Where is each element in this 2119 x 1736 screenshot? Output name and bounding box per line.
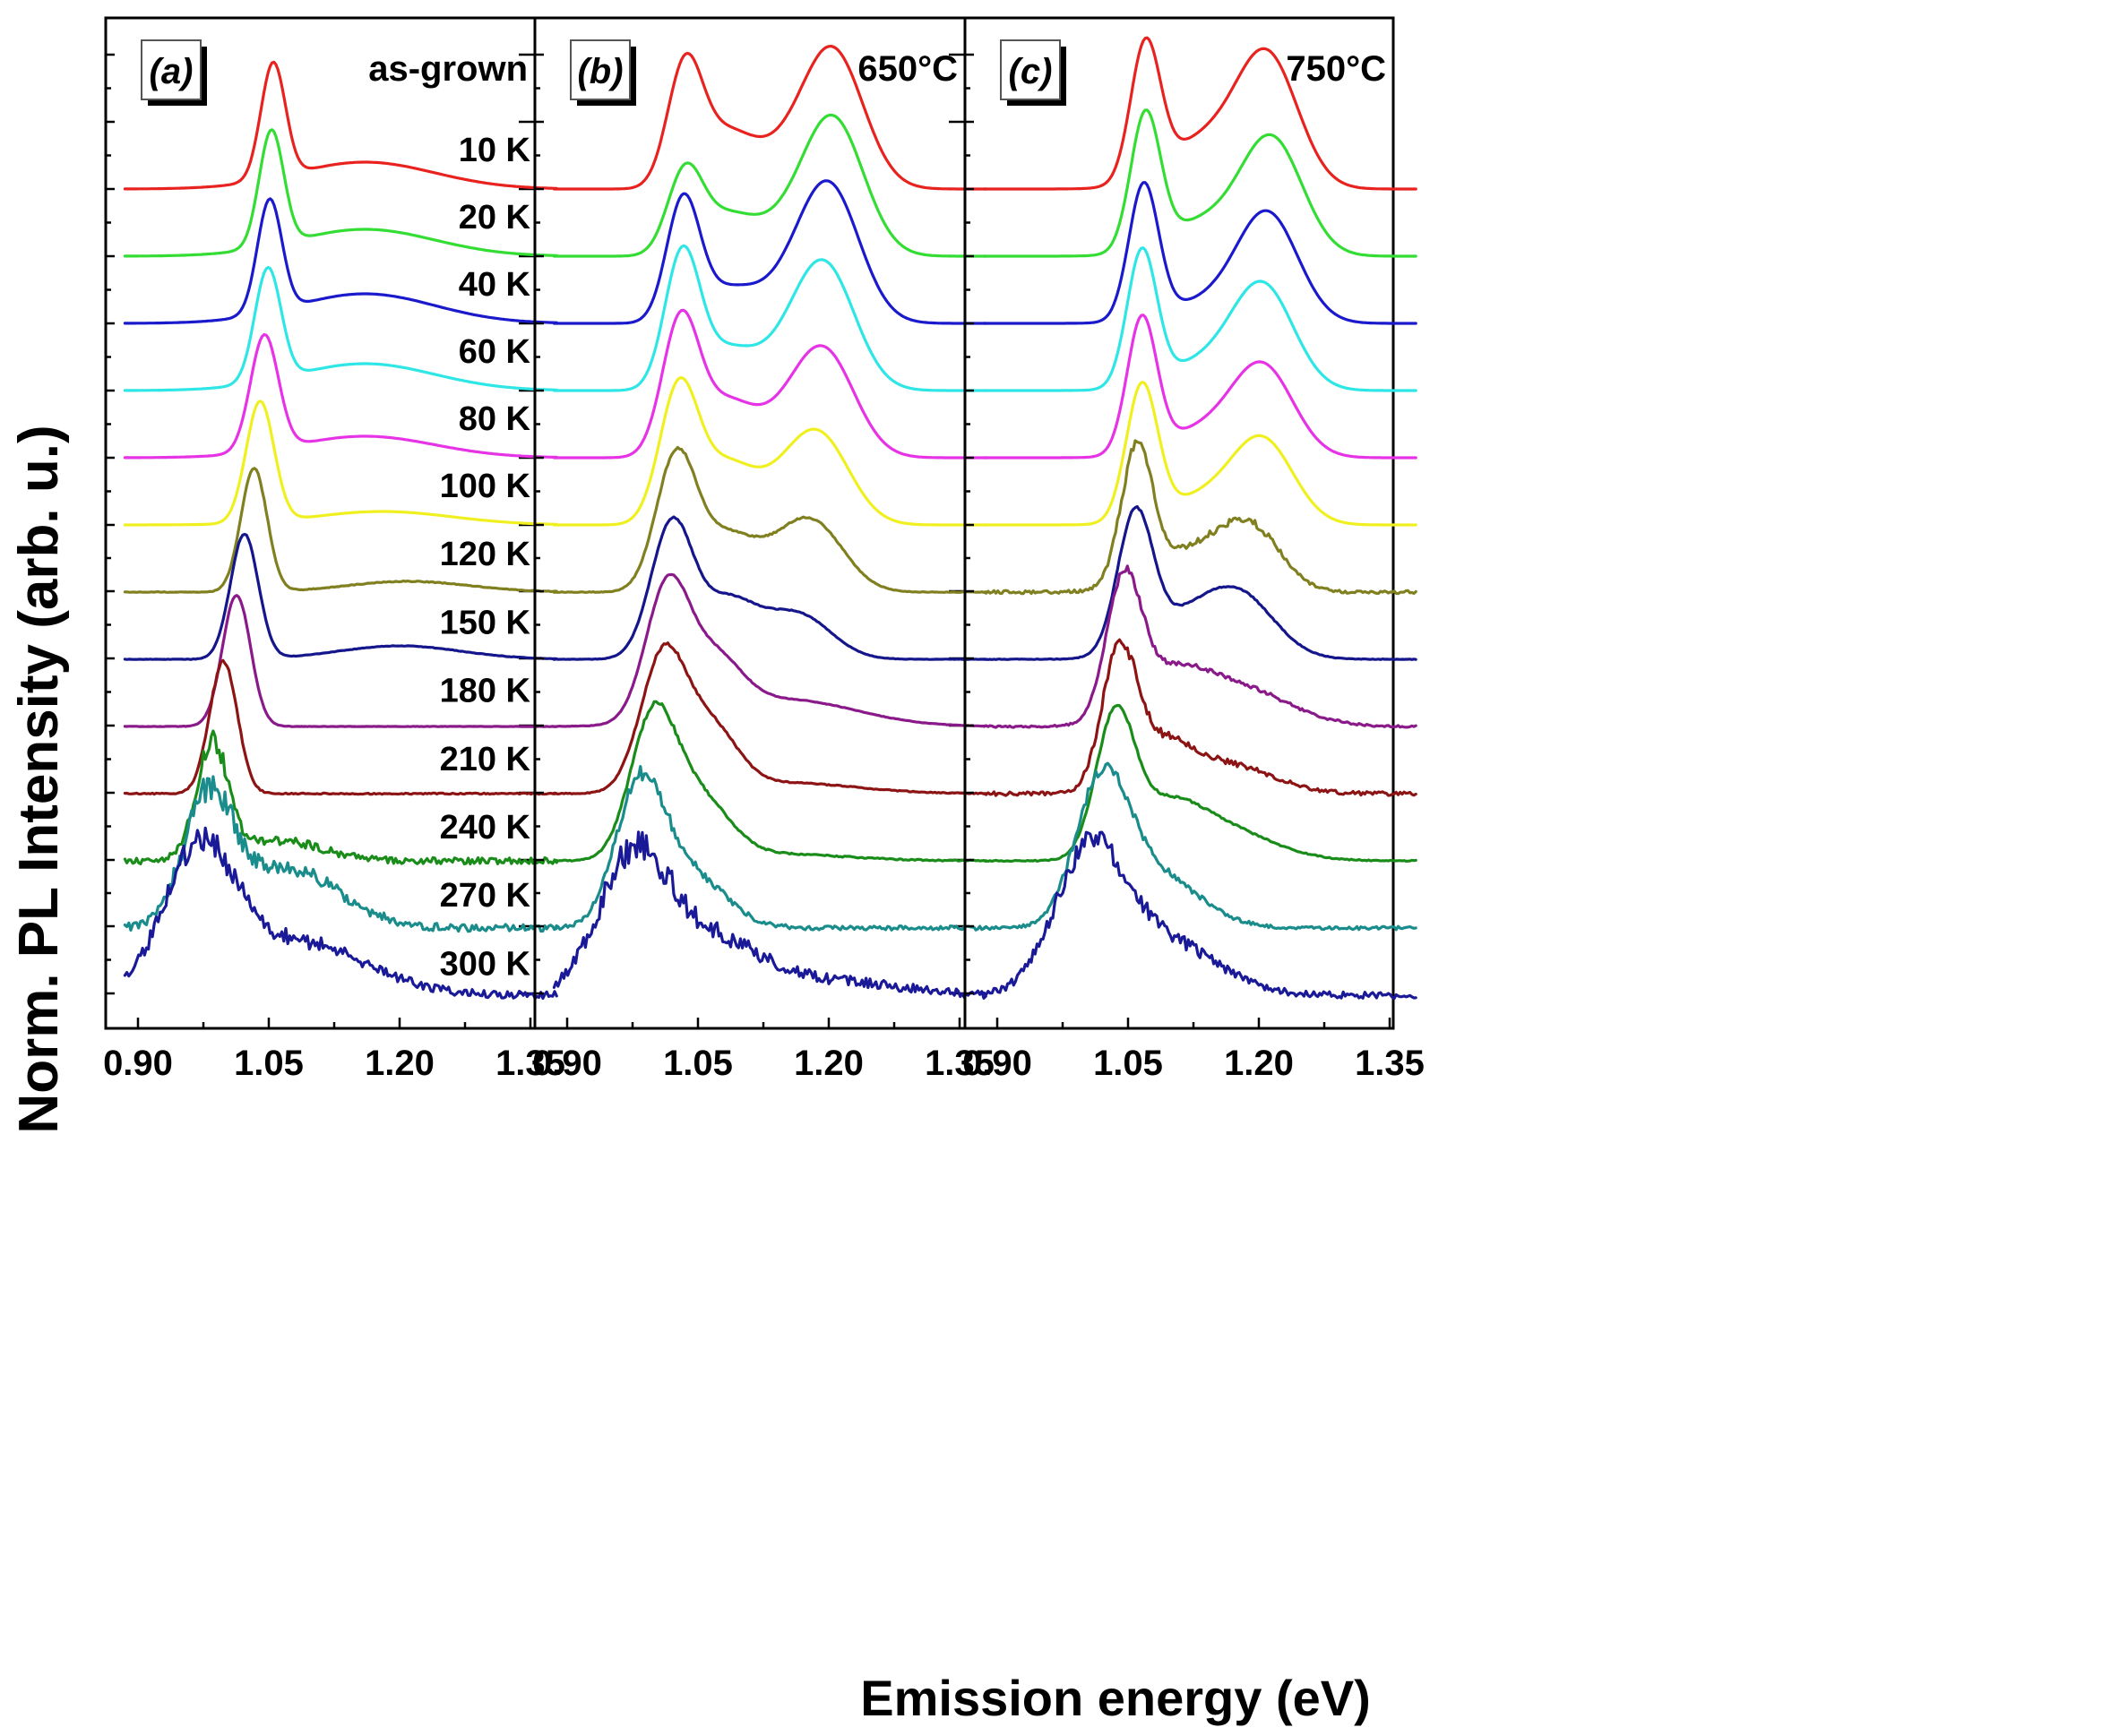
trace-10k xyxy=(123,60,558,191)
trace-60k xyxy=(552,244,987,392)
temperature-labels: 10 K 20 K 40 K 60 K 80 K 100 K 120 K 150 K 180 K… xyxy=(440,132,531,983)
temperature-label: 20 K xyxy=(459,199,531,236)
x-tick-label: 1.35 xyxy=(925,1044,995,1083)
x-tick-label: 1.20 xyxy=(365,1044,435,1083)
panel-1: 0.90 1.05 1.20 1.35 (a) as-grown xyxy=(103,16,565,1083)
trace-100k xyxy=(982,381,1417,527)
x-tick-label: 1.05 xyxy=(663,1044,733,1083)
temperature-label: 80 K xyxy=(459,400,531,438)
trace-80k xyxy=(552,308,987,460)
panel-title: 750°C xyxy=(1286,49,1386,89)
temperature-label: 100 K xyxy=(440,468,531,505)
trace-180k xyxy=(552,572,987,728)
trace-120k xyxy=(552,445,987,594)
panel-ticks: 0.90 1.05 1.20 1.35 xyxy=(103,53,565,1083)
trace-270k xyxy=(982,761,1417,932)
panel-title: as-grown xyxy=(368,49,528,89)
x-axis-label: Emission energy (eV) xyxy=(860,1670,1371,1726)
trace-10k xyxy=(982,36,1417,191)
trace-300k xyxy=(982,830,1417,1001)
panel-label: (a) xyxy=(150,52,194,91)
panel-label: (c) xyxy=(1009,52,1053,91)
trace-60k xyxy=(123,265,558,392)
trace-20k xyxy=(982,108,1417,258)
trace-180k xyxy=(982,564,1417,729)
temperature-label: 120 K xyxy=(440,536,531,573)
trace-300k xyxy=(123,826,558,1001)
trace-240k xyxy=(123,729,558,866)
x-tick-label: 0.90 xyxy=(962,1044,1032,1083)
trace-150k xyxy=(552,515,987,661)
trace-210k xyxy=(123,658,558,796)
trace-40k xyxy=(552,179,987,325)
trace-240k xyxy=(982,703,1417,864)
panel-frame xyxy=(963,16,1395,1030)
panel-2: 0.90 1.05 1.20 1.35 (b) 650°C xyxy=(532,16,995,1083)
panel-label-box xyxy=(1000,39,1061,100)
x-tick-label: 1.05 xyxy=(1093,1044,1163,1083)
x-tick-label: 1.20 xyxy=(1224,1044,1294,1083)
trace-80k xyxy=(123,332,558,460)
panels-layer: 0.90 1.05 1.20 1.35 (a) as-grown 0.90 1.05 1.20 1… xyxy=(103,16,1425,1083)
panel-title: 650°C xyxy=(857,49,958,89)
trace-210k xyxy=(552,641,987,795)
temperature-label: 60 K xyxy=(459,333,531,371)
trace-100k xyxy=(552,376,987,527)
trace-40k xyxy=(123,197,558,325)
trace-270k xyxy=(552,765,987,932)
x-tick-label: 1.20 xyxy=(794,1044,864,1083)
trace-240k xyxy=(552,700,987,864)
trace-20k xyxy=(123,128,558,258)
temperature-label: 210 K xyxy=(440,741,531,778)
temperature-label: 240 K xyxy=(440,809,531,847)
panel-3: 0.90 1.05 1.20 1.35 (c) 750°C xyxy=(962,16,1425,1083)
trace-180k xyxy=(123,594,558,728)
x-tick-label: 1.05 xyxy=(234,1044,304,1083)
temperature-label: 40 K xyxy=(459,266,531,304)
temperature-label: 150 K xyxy=(440,604,531,641)
temperature-label: 300 K xyxy=(440,945,531,983)
trace-20k xyxy=(552,113,987,258)
trace-10k xyxy=(552,45,987,191)
panel-label: (b) xyxy=(577,52,623,91)
trace-150k xyxy=(123,532,558,661)
trace-40k xyxy=(982,181,1417,325)
trace-80k xyxy=(982,314,1417,460)
temperature-label: 270 K xyxy=(440,877,531,915)
y-axis-label: Norm. PL Intensity (arb. u.) xyxy=(8,425,70,1133)
panel-label-box xyxy=(570,39,631,100)
x-tick-label: 1.35 xyxy=(495,1044,565,1083)
x-tick-label: 1.35 xyxy=(1355,1044,1425,1083)
trace-150k xyxy=(982,504,1417,661)
panel-ticks: 0.90 1.05 1.20 1.35 xyxy=(962,53,1425,1083)
temperature-label: 10 K xyxy=(459,132,531,169)
trace-120k xyxy=(123,467,558,594)
temperature-label: 180 K xyxy=(440,673,531,710)
x-tick-label: 0.90 xyxy=(532,1044,602,1083)
panel-label-box xyxy=(141,39,202,100)
trace-120k xyxy=(982,439,1417,596)
trace-300k xyxy=(552,830,987,1000)
trace-60k xyxy=(982,246,1417,392)
trace-270k xyxy=(123,775,558,933)
x-tick-label: 0.90 xyxy=(103,1044,173,1083)
trace-100k xyxy=(123,400,558,527)
trace-210k xyxy=(982,638,1417,797)
